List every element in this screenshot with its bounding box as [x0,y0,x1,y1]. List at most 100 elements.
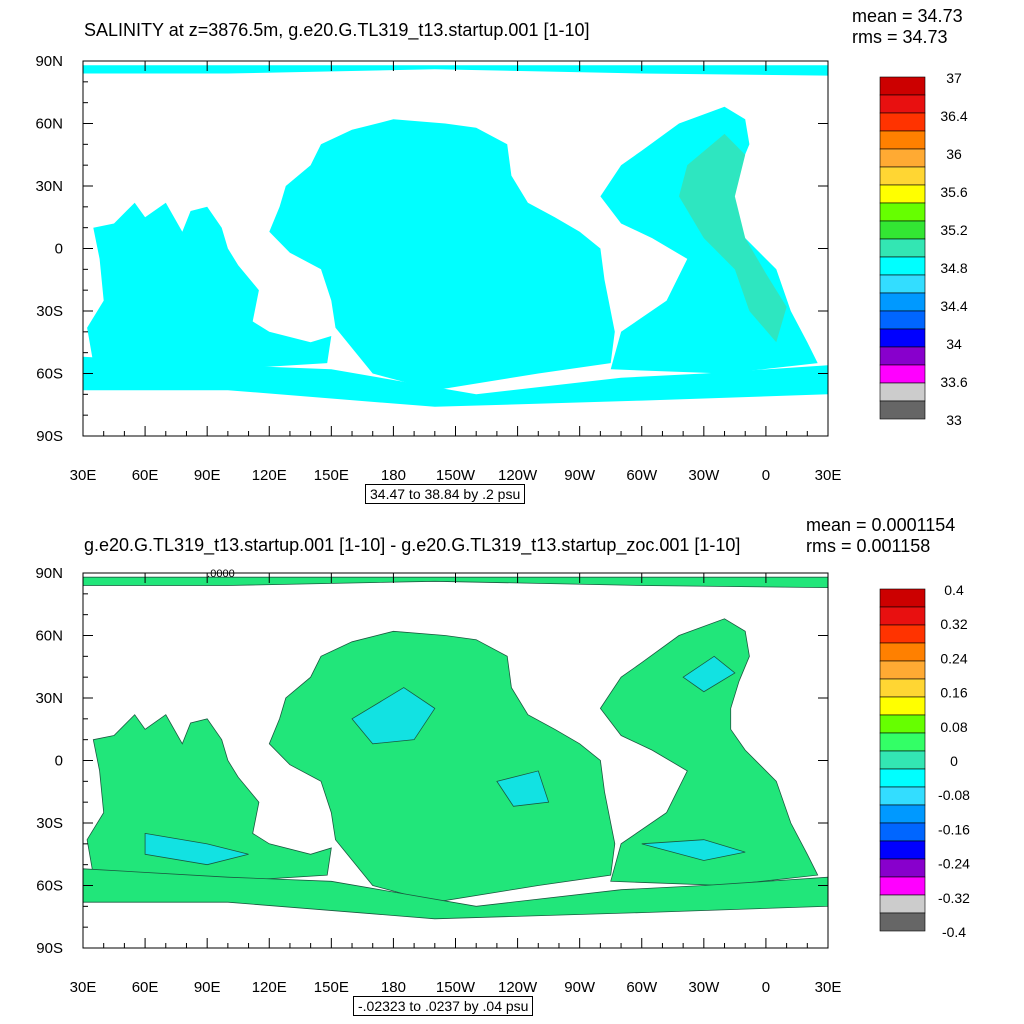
top-x-tick-label: 120E [252,467,287,484]
top-colorbar-box [879,382,926,402]
top-stats: mean = 34.73 rms = 34.73 [852,6,963,48]
bottom-colorbar-label: -0.08 [938,787,970,803]
top-salinity-map: 30E 60E 90E 120E 150E 180 150W 120W 90W 60W 30W 0 30… [35,53,967,484]
top-x-tick-label: 180 [381,467,406,484]
bottom-colorbar-label: -0.32 [938,890,970,906]
bottom-colorbar-box [879,786,926,806]
top-ocean-region [87,202,332,374]
bottom-stats: mean = 0.0001154 rms = 0.001158 [806,515,955,557]
bottom-x-tick-label: 30E [70,979,97,996]
bottom-colorbar-label: -0.24 [938,856,970,872]
top-colorbar-box [879,400,926,420]
bottom-y-tick-label: 60N [35,628,63,645]
bottom-colorbar-box [879,714,926,734]
bottom-y-tick-label: 30S [36,815,63,832]
top-colorbar-box [879,274,926,294]
bottom-y-tick-label: 90S [36,940,63,957]
bottom-colorbar-box [879,750,926,770]
top-colorbar-label: 35.2 [940,222,967,238]
bottom-colorbar-box [879,624,926,644]
top-x-tick-label: 60W [626,467,658,484]
top-x-tick-label: 150E [314,467,349,484]
bottom-colorbar-box [879,912,926,932]
bottom-y-tick-label: 30N [35,690,63,707]
top-colorbar-label: 34.4 [940,298,967,314]
top-colorbar-box [879,166,926,186]
top-ocean-region [269,119,615,391]
top-y-tick-label: 90S [36,428,63,445]
top-y-tick-label: 60N [35,116,63,133]
bottom-anomaly-patch [144,832,249,866]
top-colorbar-box [879,256,926,276]
bottom-colorbar-label: 0.24 [940,650,967,666]
bottom-y-tick-label: 60S [36,878,63,895]
bottom-colorbar-label: 0 [950,753,958,769]
top-colorbar-box [879,184,926,204]
top-x-tick-label: 30E [70,467,97,484]
bottom-difference-map: .0000 30E 60E 90E 120E 150E 180 150W 120W 90W 60W 3… [35,565,970,996]
top-mean-label: mean = 34.73 [852,6,963,26]
bottom-ocean-region [268,630,616,903]
top-contour-range-label: 34.47 to 38.84 by .2 psu [365,484,526,504]
bottom-colorbar-box [879,606,926,626]
top-y-tick-label: 90N [35,53,63,70]
bottom-contour-label: .0000 [207,568,235,580]
bottom-panel-title: g.e20.G.TL319_t13.startup.001 [1-10] - g… [84,535,741,555]
bottom-rms-label: rms = 0.001158 [806,536,931,556]
top-x-tick-label: 90W [564,467,596,484]
bottom-anomaly-patch [351,687,436,745]
top-x-tick-label: 30E [815,467,842,484]
top-colorbar-box [879,238,926,258]
top-colorbar-label: 33 [946,412,962,428]
top-x-tick-label: 150W [436,467,476,484]
bottom-colorbar-box [879,696,926,716]
top-colorbar-box [879,292,926,312]
bottom-colorbar-box [879,588,926,608]
bottom-colorbar-box [879,894,926,914]
bottom-colorbar-box [879,858,926,878]
bottom-x-tick-label: 120E [252,979,287,996]
top-x-tick-label: 30W [688,467,720,484]
top-atlantic-tint [679,133,787,343]
top-colorbar-box [879,364,926,384]
bottom-colorbar-label: 0.32 [940,616,967,632]
top-x-tick-label: 120W [498,467,538,484]
top-colorbar-label: 37 [946,70,962,86]
top-y-tick-label: 30S [36,303,63,320]
top-colorbar-label: 35.6 [940,184,967,200]
top-y-tick-label: 30N [35,178,63,195]
bottom-colorbar-box [879,768,926,788]
bottom-colorbar-box [879,840,926,860]
bottom-x-tick-label: 30W [688,979,720,996]
bottom-anomaly-patch [496,770,550,807]
top-ocean-region [83,356,828,407]
bottom-colorbar-label: 0.4 [944,582,964,598]
bottom-x-tick-label: 150E [314,979,349,996]
top-colorbar-box [879,202,926,222]
bottom-x-tick-label: 30E [815,979,842,996]
bottom-colorbar-box [879,660,926,680]
top-colorbar-label: 36.4 [940,108,967,124]
top-colorbar-label: 34 [946,336,962,352]
bottom-colorbar-label: 0.16 [940,685,967,701]
top-x-tick-label: 90E [194,467,221,484]
bottom-y-tick-label: 0 [55,753,63,770]
top-colorbar-box [879,130,926,150]
bottom-anomaly-patch [682,655,736,693]
top-y-tick-label: 0 [55,241,63,258]
top-colorbar-box [879,76,926,96]
bottom-colorbar-box [879,678,926,698]
bottom-x-tick-label: 60W [626,979,658,996]
bottom-contour-range-label: -.02323 to .0237 by .04 psu [353,996,534,1016]
bottom-x-tick-label: 90E [194,979,221,996]
top-y-tick-label: 60S [36,366,63,383]
bottom-colorbar-box [879,642,926,662]
bottom-y-tick-label: 90N [35,565,63,582]
bottom-x-tick-label: 120W [498,979,538,996]
bottom-x-tick-label: 0 [762,979,770,996]
bottom-colorbar-box [879,732,926,752]
top-colorbar-box [879,148,926,168]
top-colorbar-label: 36 [946,146,962,162]
top-colorbar-box [879,94,926,114]
bottom-x-tick-label: 60E [132,979,159,996]
